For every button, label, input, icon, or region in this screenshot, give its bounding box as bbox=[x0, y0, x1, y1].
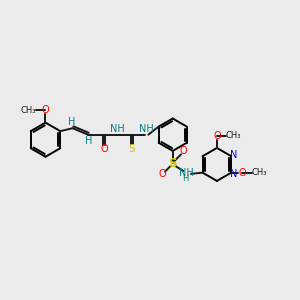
Text: N: N bbox=[230, 150, 237, 160]
Text: O: O bbox=[179, 146, 187, 157]
Text: O: O bbox=[238, 168, 246, 178]
Text: NH: NH bbox=[179, 168, 194, 178]
Text: CH₃: CH₃ bbox=[226, 131, 242, 140]
Text: O: O bbox=[159, 169, 166, 179]
Text: O: O bbox=[213, 130, 221, 141]
Text: N: N bbox=[230, 169, 238, 179]
Text: S: S bbox=[169, 157, 177, 170]
Text: CH₃: CH₃ bbox=[21, 106, 36, 115]
Text: H: H bbox=[85, 136, 93, 146]
Text: CH₃: CH₃ bbox=[251, 168, 267, 177]
Text: H: H bbox=[182, 174, 189, 183]
Text: H: H bbox=[68, 117, 75, 127]
Text: NH: NH bbox=[139, 124, 153, 134]
Text: O: O bbox=[42, 105, 49, 115]
Text: S: S bbox=[129, 144, 135, 154]
Text: NH: NH bbox=[110, 124, 125, 134]
Text: O: O bbox=[100, 144, 108, 154]
